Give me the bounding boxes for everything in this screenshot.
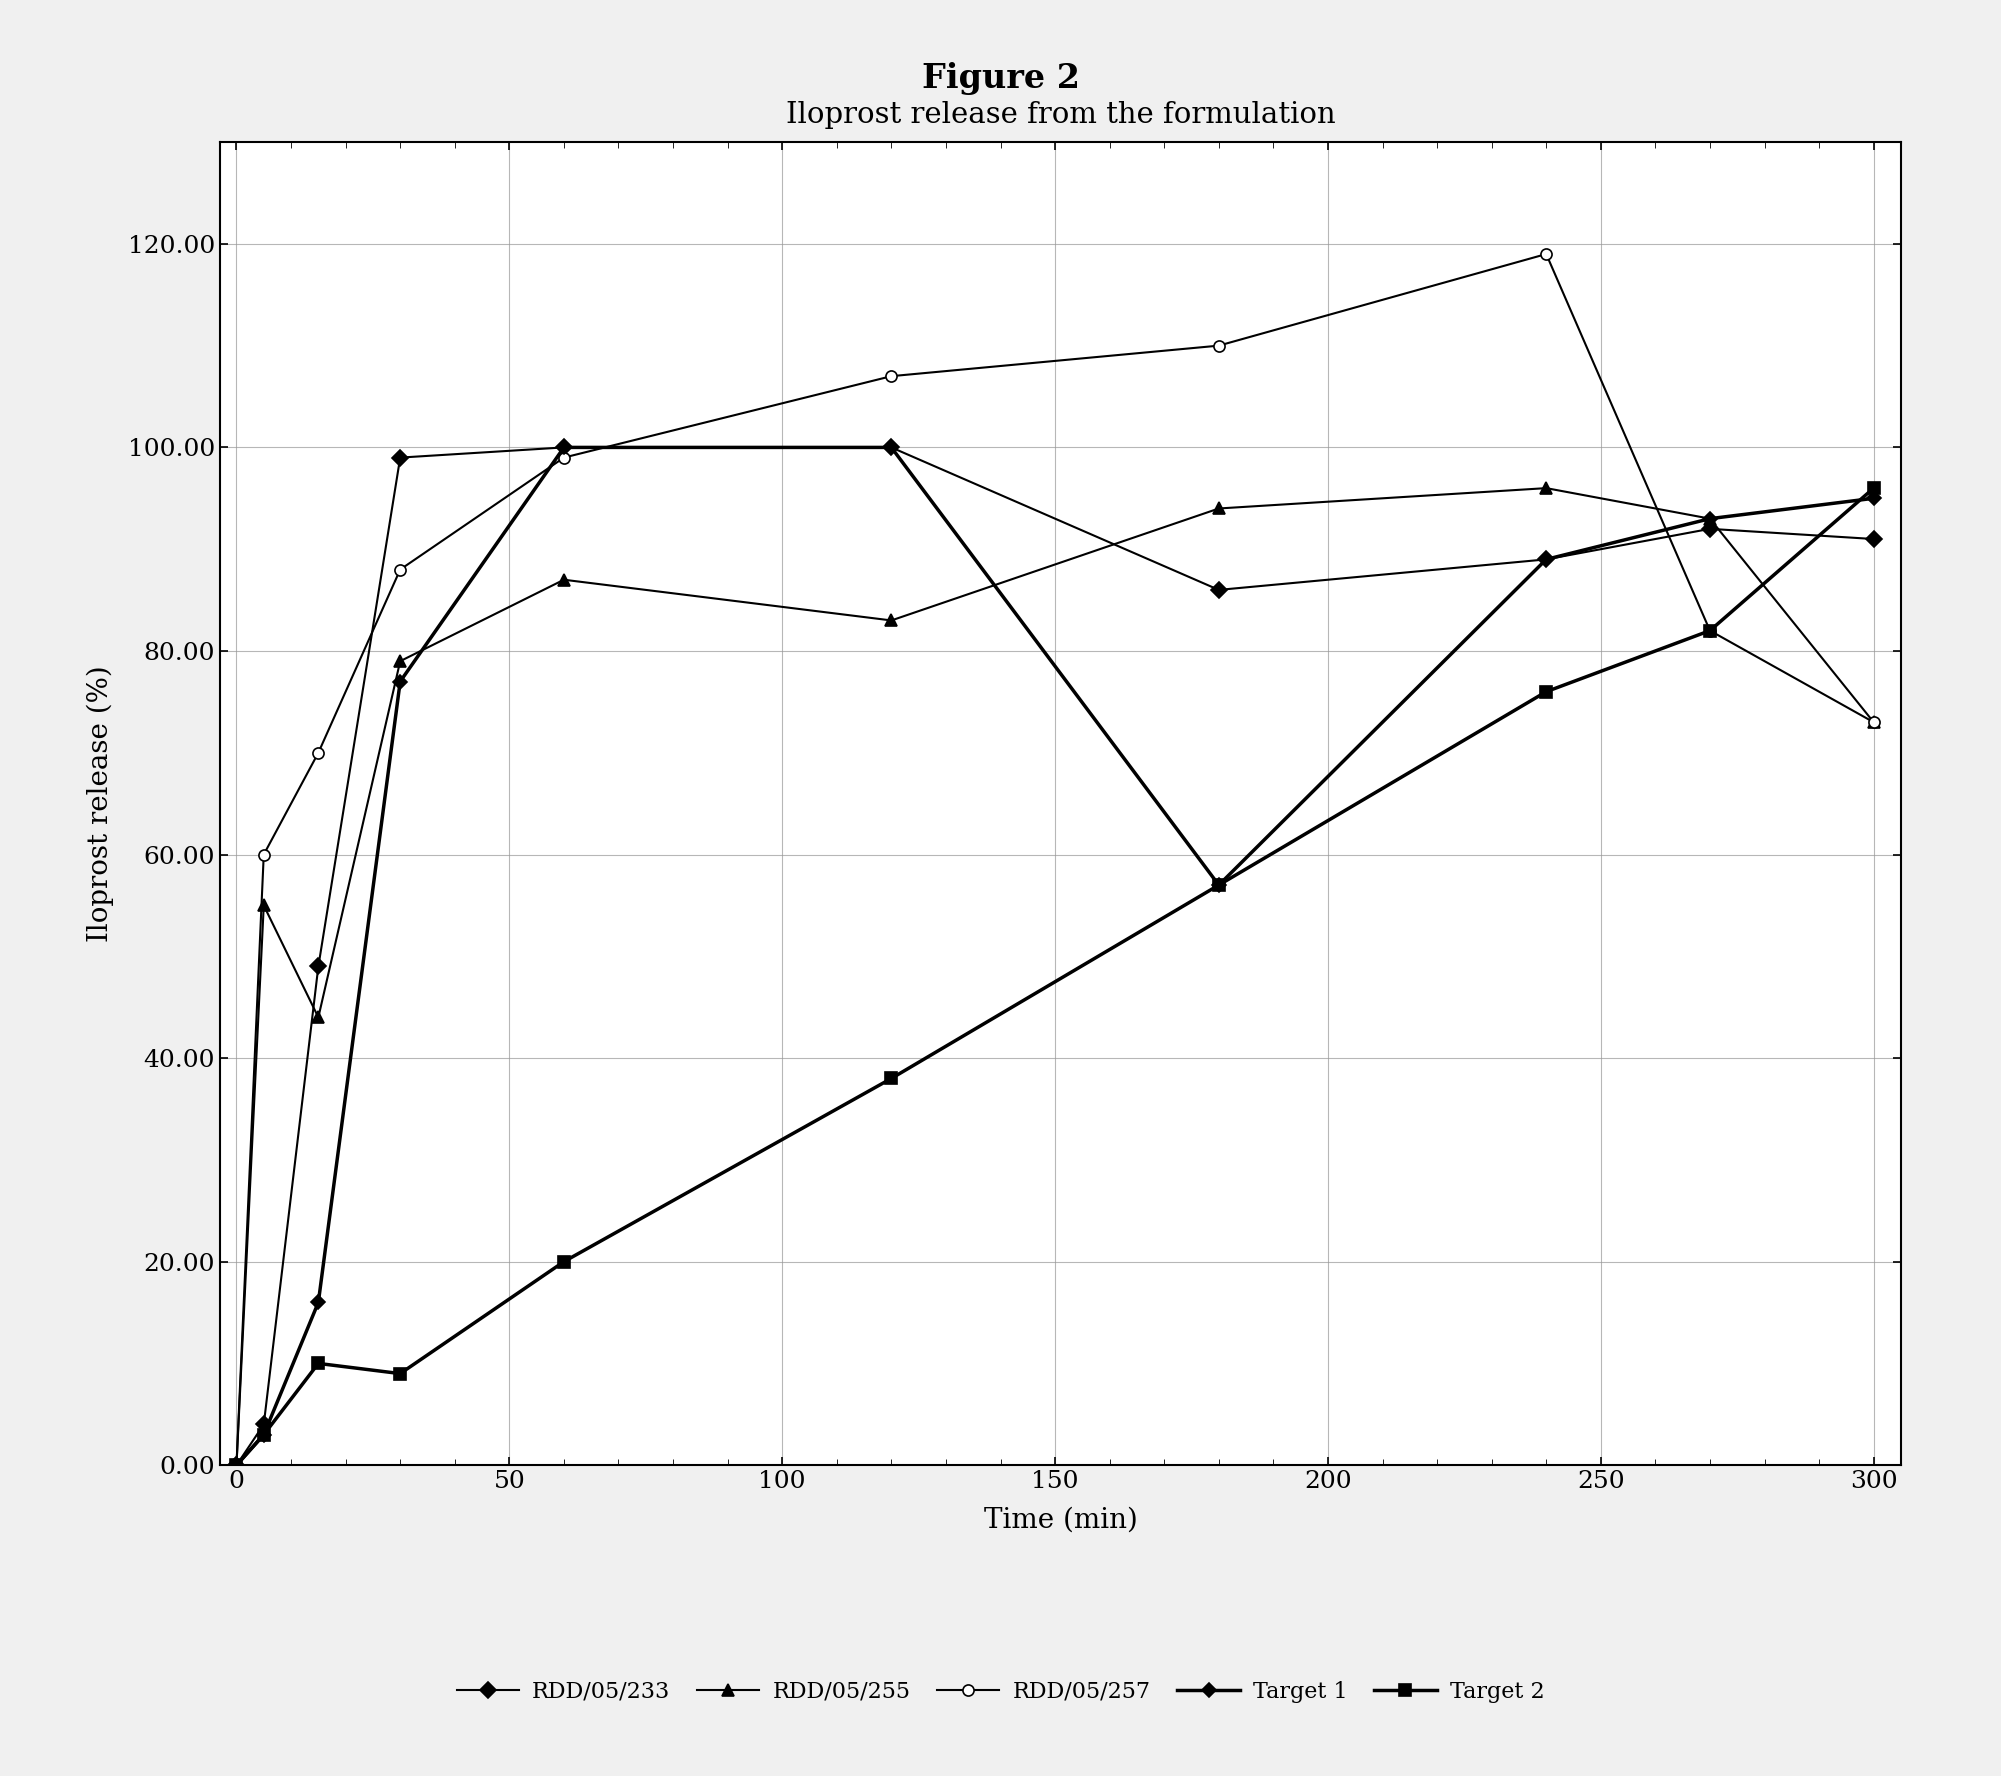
Target 1 (878, 437, 902, 458)
RDD/05/257 (1699, 620, 1723, 641)
Target 2 (1861, 478, 1885, 499)
Target 2 (306, 1353, 330, 1375)
RDD/05/257 (252, 844, 276, 865)
X-axis label: Time (min): Time (min) (984, 1508, 1137, 1534)
RDD/05/255 (252, 895, 276, 916)
Target 2 (388, 1362, 412, 1384)
RDD/05/257 (306, 742, 330, 764)
Line: RDD/05/257: RDD/05/257 (230, 249, 1879, 1471)
RDD/05/233 (1699, 519, 1723, 540)
Target 1 (252, 1424, 276, 1446)
Target 1 (388, 671, 412, 693)
Target 1 (1699, 508, 1723, 529)
Target 1 (1861, 488, 1885, 510)
Line: RDD/05/233: RDD/05/233 (230, 442, 1879, 1471)
RDD/05/257 (388, 559, 412, 581)
RDD/05/233 (306, 955, 330, 977)
Target 1 (552, 437, 576, 458)
Line: Target 2: Target 2 (230, 483, 1879, 1471)
RDD/05/255 (878, 609, 902, 630)
RDD/05/257 (552, 448, 576, 469)
Line: Target 1: Target 1 (232, 442, 1879, 1471)
Y-axis label: Iloprost release (%): Iloprost release (%) (86, 666, 114, 941)
Target 2 (252, 1424, 276, 1446)
RDD/05/233 (252, 1414, 276, 1435)
RDD/05/233 (1535, 549, 1559, 570)
RDD/05/233 (1207, 579, 1231, 600)
Target 2 (1535, 680, 1559, 702)
RDD/05/257 (878, 366, 902, 387)
RDD/05/255 (224, 1455, 248, 1476)
Target 1 (306, 1291, 330, 1312)
Target 2 (552, 1250, 576, 1272)
RDD/05/255 (1535, 478, 1559, 499)
RDD/05/233 (388, 448, 412, 469)
Target 1 (1535, 549, 1559, 570)
Target 1 (1207, 874, 1231, 895)
RDD/05/255 (1861, 712, 1885, 733)
RDD/05/257 (1535, 243, 1559, 265)
RDD/05/233 (878, 437, 902, 458)
RDD/05/257 (224, 1455, 248, 1476)
Target 2 (878, 1067, 902, 1089)
RDD/05/257 (1207, 336, 1231, 357)
Target 2 (224, 1455, 248, 1476)
RDD/05/255 (306, 1007, 330, 1028)
RDD/05/255 (1207, 497, 1231, 519)
Target 1 (224, 1455, 248, 1476)
RDD/05/255 (552, 568, 576, 590)
RDD/05/233 (552, 437, 576, 458)
RDD/05/257 (1861, 712, 1885, 733)
RDD/05/233 (224, 1455, 248, 1476)
Line: RDD/05/255: RDD/05/255 (230, 481, 1879, 1472)
RDD/05/255 (1699, 508, 1723, 529)
RDD/05/255 (388, 650, 412, 671)
Target 2 (1699, 620, 1723, 641)
Title: Iloprost release from the formulation: Iloprost release from the formulation (786, 101, 1335, 128)
RDD/05/233 (1861, 529, 1885, 551)
Legend: RDD/05/233, RDD/05/255, RDD/05/257, Target 1, Target 2: RDD/05/233, RDD/05/255, RDD/05/257, Targ… (448, 1671, 1553, 1712)
Text: Figure 2: Figure 2 (922, 62, 1079, 96)
Target 2 (1207, 874, 1231, 895)
